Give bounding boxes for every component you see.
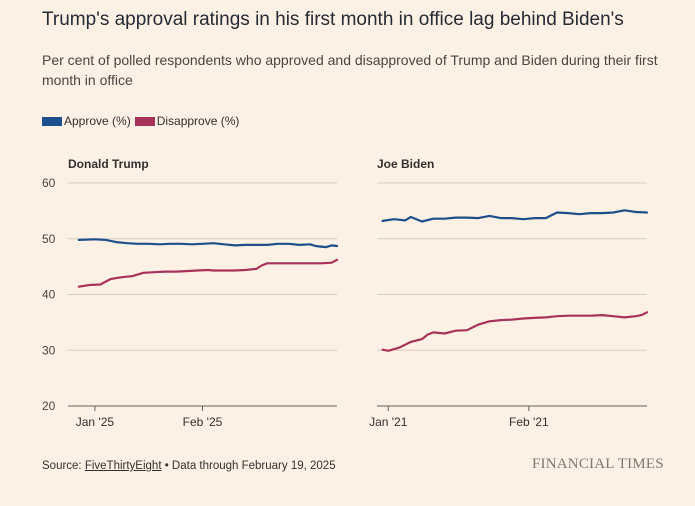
chart-subtitle: Per cent of polled respondents who appro… — [42, 52, 658, 88]
x-tick-label-trump: Jan '25 — [76, 415, 115, 429]
x-tick-label-biden: Jan '21 — [369, 415, 408, 429]
disapprove-line-trump — [77, 258, 339, 288]
brand-logo: FINANCIAL TIMES — [532, 456, 664, 472]
y-tick-label: 20 — [42, 399, 56, 413]
source-note: Source: FiveThirtyEight • Data through F… — [42, 460, 336, 472]
source-link[interactable]: FiveThirtyEight — [84, 460, 162, 472]
y-tick-label: 60 — [42, 176, 56, 190]
legend: Approve (%) Disapprove (%) — [42, 114, 243, 128]
legend-swatch-approve — [42, 116, 62, 126]
disapprove-line-biden — [381, 311, 649, 352]
source-suffix: • Data through February 19, 2025 — [161, 460, 336, 472]
chart-title: Trump's approval ratings in his first mo… — [42, 9, 624, 30]
y-tick-label: 50 — [42, 232, 56, 246]
x-tick-label-biden: Feb '21 — [509, 415, 549, 429]
legend-swatch-disapprove — [134, 116, 155, 126]
y-tick-label: 30 — [42, 343, 56, 357]
y-tick-label: 40 — [42, 288, 56, 302]
legend-item-approve: Approve (%) — [42, 114, 131, 128]
approve-line-biden — [381, 209, 649, 223]
legend-label-disapprove: Disapprove (%) — [156, 114, 240, 128]
approve-line-trump — [77, 238, 339, 249]
panel-title-trump: Donald Trump — [68, 157, 149, 171]
x-tick-label-trump: Feb '25 — [183, 415, 223, 429]
legend-label-approve: Approve (%) — [64, 114, 131, 128]
source-prefix: Source: — [42, 460, 85, 472]
legend-item-disapprove: Disapprove (%) — [134, 114, 240, 128]
panel-title-biden: Joe Biden — [377, 157, 434, 171]
